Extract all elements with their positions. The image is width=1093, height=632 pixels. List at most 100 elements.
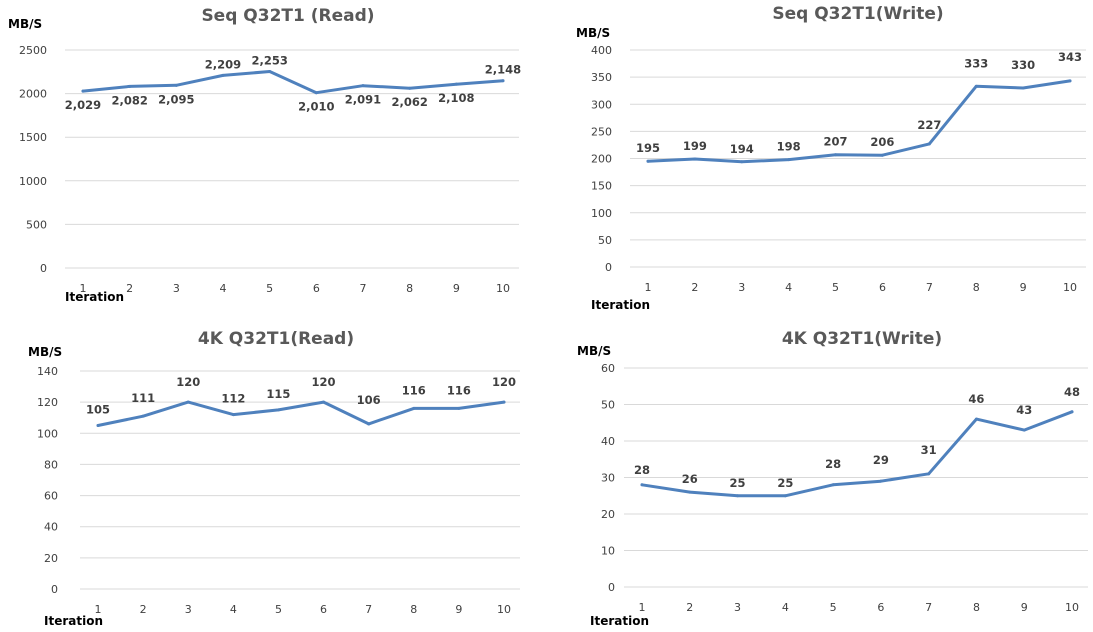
x-tick-label: 1: [645, 281, 652, 294]
data-point: [502, 400, 506, 404]
data-point: [693, 157, 697, 161]
data-label: 43: [1016, 403, 1032, 417]
data-label: 195: [636, 141, 660, 155]
data-label: 28: [825, 457, 841, 471]
x-tick-label: 1: [80, 282, 87, 295]
x-tick-label: 6: [313, 282, 320, 295]
data-point: [231, 413, 235, 417]
x-tick-label: 2: [691, 281, 698, 294]
data-label: 194: [730, 142, 754, 156]
chart-title: Seq Q32T1(Write): [772, 4, 944, 24]
x-tick-label: 4: [785, 281, 792, 294]
x-tick-label: 8: [973, 281, 980, 294]
data-label: 330: [1011, 58, 1035, 72]
y-tick-label: 50: [601, 399, 615, 412]
data-point: [1022, 428, 1026, 432]
data-label: 2,209: [205, 57, 241, 71]
data-point: [1068, 79, 1072, 83]
data-label: 116: [402, 383, 426, 397]
data-point: [879, 479, 883, 483]
chart-plot: 0 50 100 150 200 250 300 350 400 1 2 3 4 5 6 7 8 9 10 195 19…: [591, 44, 1086, 294]
data-label: 333: [964, 56, 988, 70]
data-point: [367, 422, 371, 426]
x-tick-label: 10: [1063, 281, 1077, 294]
y-tick-label: 10: [601, 545, 615, 558]
data-point: [1070, 410, 1074, 414]
x-tick-label: 2: [140, 603, 147, 616]
data-label: 199: [683, 139, 707, 153]
x-tick-label: 7: [925, 601, 932, 614]
x-tick-label: 3: [185, 603, 192, 616]
x-tick-label: 7: [926, 281, 933, 294]
data-label: 25: [777, 476, 793, 490]
series-line: [81, 70, 505, 95]
data-point: [412, 406, 416, 410]
x-tick-label: 10: [1065, 601, 1079, 614]
data-label: 2,253: [251, 54, 287, 68]
x-tick-label: 8: [406, 282, 413, 295]
data-label: 120: [176, 375, 200, 389]
x-tick-label: 2: [126, 282, 133, 295]
chart-4k-read: 4K Q32T1(Read) MB/S Iteration 0 20 40 60 80 1…: [0, 316, 546, 632]
y-tick-label: 30: [601, 472, 615, 485]
data-point: [361, 84, 365, 88]
data-point: [268, 70, 272, 74]
data-label: 2,095: [158, 92, 194, 106]
y-tick-label: 250: [591, 125, 612, 138]
data-point: [501, 79, 505, 83]
data-label: 25: [730, 476, 746, 490]
data-label: 2,082: [111, 93, 147, 107]
data-label: 48: [1064, 385, 1080, 399]
x-tick-label: 4: [230, 603, 237, 616]
x-tick-label: 9: [453, 282, 460, 295]
y-tick-label: 100: [37, 427, 58, 440]
chart-title: 4K Q32T1(Write): [781, 329, 943, 349]
x-tick-label: 8: [973, 601, 980, 614]
data-point: [454, 82, 458, 86]
y-tick-label: 500: [26, 218, 47, 231]
y-tick-label: 300: [591, 98, 612, 111]
y-tick-label: 350: [591, 71, 612, 84]
data-point: [927, 142, 931, 146]
data-label: 105: [86, 403, 110, 417]
x-tick-label: 3: [734, 601, 741, 614]
data-label: 112: [221, 392, 245, 406]
data-point: [96, 424, 100, 427]
data-point: [688, 490, 692, 494]
x-tick-label: 10: [496, 282, 510, 295]
x-tick-label: 9: [1021, 601, 1028, 614]
data-label: 106: [357, 393, 381, 407]
x-tick-label: 9: [455, 603, 462, 616]
data-label: 198: [777, 140, 801, 154]
chart-title: 4K Q32T1(Read): [197, 329, 355, 349]
data-point: [787, 158, 791, 162]
data-label: 115: [266, 387, 290, 401]
y-tick-label: 1500: [19, 131, 47, 144]
data-point: [322, 400, 326, 404]
y-tick-label: 40: [44, 521, 58, 534]
data-label: 29: [873, 453, 889, 467]
chart-plot: 0 500 1000 1500 2000 2500 1 2 3 4 5 6 7 8 9 10 2,029 2,08…: [19, 44, 521, 295]
x-tick-label: 4: [782, 601, 789, 614]
y-tick-label: 120: [37, 396, 58, 409]
data-label: 206: [870, 135, 894, 149]
data-point: [1021, 86, 1025, 90]
data-point: [740, 160, 744, 164]
data-point: [974, 84, 978, 88]
data-point: [783, 494, 787, 498]
data-point: [221, 73, 225, 77]
y-tick-label: 0: [605, 261, 612, 274]
data-point: [831, 483, 835, 487]
x-tick-label: 8: [410, 603, 417, 616]
data-label: 26: [682, 472, 698, 486]
y-tick-label: 80: [44, 458, 58, 471]
y-tick-label: 200: [591, 153, 612, 166]
y-tick-label: 400: [591, 44, 612, 57]
chart-plot: 0 20 40 60 80 100 120 140 1 2 3 4 5 6 7 8 9 10 105 111 120 11…: [37, 365, 520, 616]
x-tick-label: 7: [360, 282, 367, 295]
x-axis-title: Iteration: [591, 298, 650, 312]
data-point: [174, 83, 178, 87]
data-point: [141, 414, 145, 418]
data-point: [81, 89, 85, 93]
y-tick-label: 60: [601, 362, 615, 375]
